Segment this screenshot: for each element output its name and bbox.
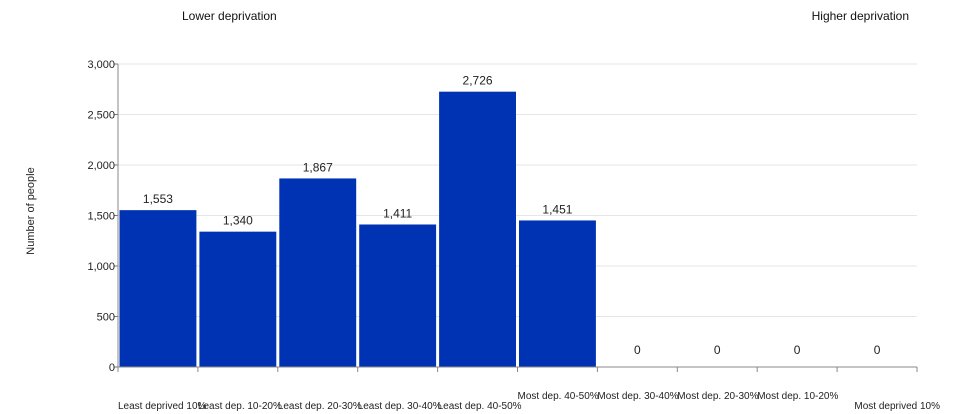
bar bbox=[199, 231, 277, 367]
bar-value-label: 1,553 bbox=[143, 192, 173, 206]
bar bbox=[359, 224, 437, 367]
x-category-label: Least deprived 10% bbox=[118, 401, 207, 412]
bar-value-label: 1,867 bbox=[303, 160, 333, 174]
x-category-label: Least dep. 20-30% bbox=[278, 401, 362, 412]
x-category-label: Most deprived 10% bbox=[854, 401, 940, 412]
y-axis: 0 500 1,000 1,500 2,000 2,500 3,000 bbox=[87, 59, 119, 374]
bar-value-label: 0 bbox=[794, 343, 801, 357]
y-tick-label: 2,500 bbox=[87, 110, 115, 122]
bar-value-label: 1,340 bbox=[223, 214, 253, 228]
bar bbox=[519, 220, 596, 367]
bar bbox=[119, 210, 197, 367]
y-tick-label: 2,000 bbox=[87, 160, 115, 172]
x-category-label: Most dep. 20-30% bbox=[677, 391, 758, 402]
x-category-label: Least dep. 10-20% bbox=[198, 401, 282, 412]
y-tick-label: 1,500 bbox=[87, 211, 115, 223]
x-category-label: Most dep. 40-50% bbox=[518, 391, 599, 402]
x-category-label: Least dep. 40-50% bbox=[438, 401, 522, 412]
x-axis: Least deprived 10%Least dep. 10-20%Least… bbox=[117, 366, 940, 412]
y-tick-label: 1,000 bbox=[87, 261, 115, 273]
bar-value-label: 1,411 bbox=[383, 206, 412, 220]
y-axis-label: Number of people bbox=[25, 167, 37, 254]
x-category-label: Least dep. 30-40% bbox=[358, 401, 442, 412]
bar bbox=[279, 178, 357, 367]
lower-deprivation-label: Lower deprivation bbox=[182, 9, 277, 23]
bar-value-label: 0 bbox=[874, 343, 881, 357]
bar-value-label: 0 bbox=[634, 343, 641, 357]
bar-value-label: 1,451 bbox=[542, 202, 572, 216]
bars: 1,553 1,340 1,867 1,411 2,726 1,451 0 0 0 0 bbox=[119, 74, 881, 367]
higher-deprivation-label: Higher deprivation bbox=[811, 9, 909, 23]
y-tick-label: 3,000 bbox=[87, 59, 115, 71]
x-category-label: Most dep. 30-40% bbox=[597, 391, 678, 402]
y-tick-label: 500 bbox=[97, 312, 115, 324]
bar-value-label: 0 bbox=[714, 343, 721, 357]
x-category-label: Most dep. 10-20% bbox=[757, 391, 838, 402]
bar-value-label: 2,726 bbox=[463, 74, 493, 88]
bar bbox=[439, 91, 516, 367]
y-tick-label: 0 bbox=[109, 362, 115, 374]
